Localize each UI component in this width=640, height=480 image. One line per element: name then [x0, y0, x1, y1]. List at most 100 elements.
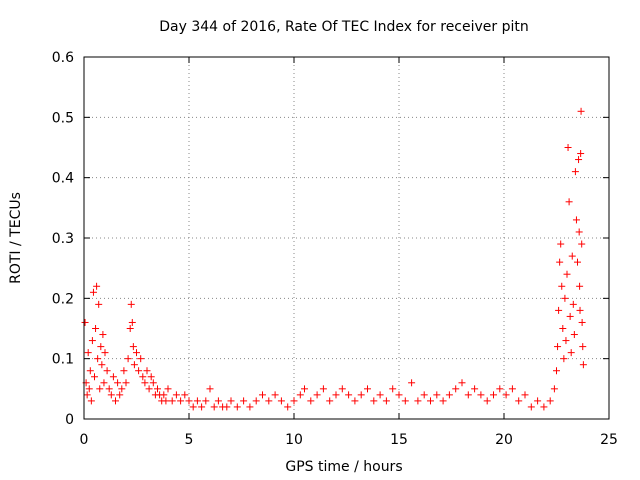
data-point [162, 397, 170, 405]
data-point [564, 144, 572, 151]
data-point [577, 107, 585, 115]
data-point [252, 397, 260, 405]
data-point [83, 391, 91, 399]
data-point [89, 288, 97, 296]
data-point [86, 367, 94, 375]
x-tick-label: 15 [390, 432, 408, 448]
data-point [576, 282, 584, 290]
data-point [452, 385, 460, 393]
data-point [546, 397, 554, 405]
data-point [439, 397, 447, 405]
data-point [160, 391, 168, 399]
data-point [98, 361, 106, 369]
data-point [107, 391, 115, 399]
y-tick-label: 0.2 [52, 291, 74, 307]
data-point [364, 385, 371, 393]
data-point [382, 397, 390, 405]
data-point [84, 349, 92, 357]
data-point [307, 397, 315, 405]
data-point [277, 397, 285, 405]
y-tick-label: 0.4 [52, 171, 74, 187]
chart-title: Day 344 of 2016, Rate Of TEC Index for r… [159, 19, 529, 35]
data-point [93, 282, 101, 290]
x-tick-label: 5 [185, 432, 194, 448]
data-point [577, 150, 585, 158]
data-point [534, 397, 542, 405]
data-point [521, 391, 529, 399]
data-point [139, 373, 147, 381]
data-point [128, 318, 136, 326]
data-point [556, 258, 564, 266]
data-point [576, 306, 584, 314]
y-tick-label: 0 [65, 412, 74, 428]
data-point [568, 252, 576, 260]
data-point [233, 403, 241, 411]
data-point [227, 397, 235, 405]
data-point [124, 355, 132, 363]
data-point [147, 373, 155, 381]
data-point [99, 331, 107, 339]
y-axis-ticks: 0 0.1 0.2 0.3 0.4 0.5 0.6 [52, 50, 609, 428]
data-point [149, 379, 157, 387]
data-point [313, 391, 321, 399]
data-point [94, 355, 102, 363]
data-point [395, 391, 403, 399]
data-point [181, 391, 189, 399]
x-tick-label: 20 [495, 432, 513, 448]
data-point [210, 403, 218, 411]
data-point [566, 312, 574, 320]
data-point [91, 373, 98, 381]
data-points [81, 107, 587, 411]
data-point [562, 337, 570, 345]
data-point [357, 391, 365, 399]
data-point [112, 397, 119, 405]
data-point [85, 385, 93, 393]
data-point [408, 379, 416, 387]
data-point [477, 391, 485, 399]
data-point [376, 391, 384, 399]
data-point [130, 361, 138, 369]
data-point [223, 403, 231, 411]
data-point [570, 331, 578, 339]
data-point [154, 385, 161, 393]
y-tick-label: 0.1 [52, 352, 74, 368]
data-point [575, 156, 583, 164]
data-point [301, 385, 308, 393]
data-point [571, 168, 579, 176]
data-point [579, 361, 587, 369]
data-point [103, 367, 111, 375]
data-point [271, 391, 279, 399]
data-point [578, 240, 586, 248]
data-point [420, 391, 428, 399]
y-tick-label: 0.3 [52, 231, 74, 247]
data-point [389, 385, 397, 393]
data-point [574, 258, 581, 266]
data-point [127, 300, 135, 308]
data-point [326, 397, 334, 405]
data-point [265, 397, 273, 405]
data-point [370, 397, 378, 405]
data-point [458, 379, 466, 387]
data-point [483, 397, 491, 405]
data-point [101, 349, 109, 357]
data-point [177, 397, 185, 405]
data-point [540, 403, 548, 411]
y-axis-label: ROTI / TECUs [8, 192, 24, 284]
data-point [427, 397, 434, 405]
data-point [118, 385, 126, 393]
data-point [172, 391, 180, 399]
data-point [414, 397, 422, 405]
data-point [515, 397, 523, 405]
data-point [553, 367, 560, 375]
data-point [296, 391, 304, 399]
data-point [563, 270, 571, 278]
data-point [120, 367, 128, 375]
data-point [145, 385, 153, 393]
data-point [284, 403, 292, 411]
data-point [579, 343, 587, 351]
plot-frame [83, 56, 610, 420]
data-point [114, 379, 122, 387]
y-tick-label: 0.5 [52, 110, 74, 126]
x-tick-label: 0 [80, 432, 89, 448]
